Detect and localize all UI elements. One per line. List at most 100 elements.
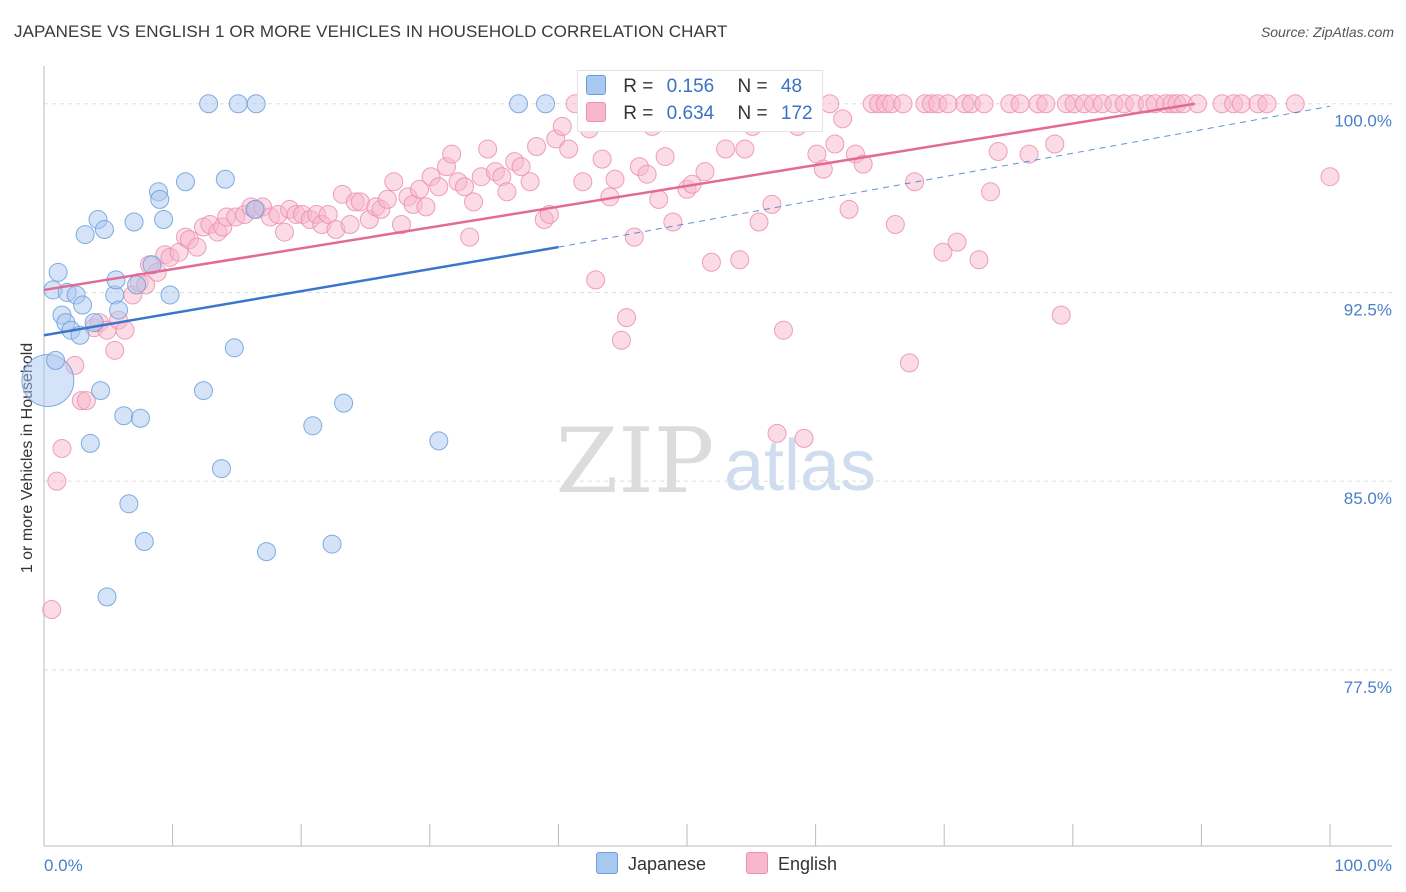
english-point [586, 270, 606, 290]
english-point [105, 340, 125, 360]
english-point [839, 199, 859, 219]
stats-row-english: R = 0.634 N = 172 [586, 102, 813, 128]
english-legend-swatch [746, 852, 768, 874]
english-point [1257, 94, 1277, 114]
english-point [552, 116, 572, 136]
english-point [340, 215, 360, 235]
english-point [573, 172, 593, 192]
english-point [637, 164, 657, 184]
japanese-point [429, 431, 449, 451]
japanese-point [160, 285, 180, 305]
legend-item-japanese[interactable]: Japanese [596, 852, 706, 876]
japanese-point [114, 406, 134, 426]
legend-label-english: English [778, 854, 838, 874]
english-point [701, 252, 721, 272]
english-point [527, 137, 547, 157]
japanese-point [97, 587, 117, 607]
english-point [762, 194, 782, 214]
english-point [1019, 144, 1039, 164]
japanese-point [193, 381, 213, 401]
n-value-english: 172 [780, 103, 813, 124]
legend-item-english[interactable]: English [746, 852, 837, 876]
japanese-point [246, 94, 266, 114]
japanese-point [142, 255, 162, 275]
english-point [605, 169, 625, 189]
english-point [899, 353, 919, 373]
y-tick-label: 77.5% [1344, 678, 1392, 697]
english-point [974, 94, 994, 114]
english-point [274, 222, 294, 242]
english-point [820, 94, 840, 114]
legend-label-japanese: Japanese [628, 854, 707, 874]
english-point [794, 428, 814, 448]
english-point [1285, 94, 1305, 114]
japanese-point [127, 275, 147, 295]
english-point [115, 320, 135, 340]
english-point [969, 250, 989, 270]
english-point [611, 330, 631, 350]
r-value-japanese: 0.156 [666, 76, 715, 97]
english-point [938, 94, 958, 114]
watermark-zip: ZIP [556, 409, 715, 514]
japanese-point [256, 542, 276, 562]
english-point [47, 471, 67, 491]
japanese-point [322, 534, 342, 554]
n-label: N = [737, 103, 768, 124]
english-point [410, 179, 430, 199]
x-tick-label: 0.0% [44, 856, 83, 875]
english-point [520, 172, 540, 192]
japanese-point [245, 199, 265, 219]
english-point [885, 215, 905, 235]
english-point [392, 215, 412, 235]
english-point [853, 154, 873, 174]
japanese-point [154, 209, 174, 229]
english-point [460, 227, 480, 247]
english-point [318, 204, 338, 224]
japanese-point [228, 94, 248, 114]
english-point [511, 157, 531, 177]
stats-row-japanese: R = 0.156 N = 48 [586, 75, 802, 101]
english-point [617, 308, 637, 328]
english-point [749, 212, 769, 232]
japanese-point [124, 212, 144, 232]
english-point [187, 237, 207, 257]
english-point [497, 182, 517, 202]
japanese-point [199, 94, 219, 114]
english-point [833, 109, 853, 129]
english-swatch [586, 102, 606, 122]
japanese-point [73, 295, 93, 315]
stats-box: R = 0.156 N = 48 R = 0.634 N = 172 [577, 70, 823, 132]
r-label: R = [623, 103, 654, 124]
y-tick-label: 100.0% [1334, 112, 1392, 131]
source-label: Source: ZipAtlas.com [1260, 24, 1394, 40]
english-point [1051, 305, 1071, 325]
english-point [767, 423, 787, 443]
japanese-point [130, 408, 150, 428]
japanese-point [75, 225, 95, 245]
japanese-point [46, 350, 66, 370]
english-point [716, 139, 736, 159]
english-point [1231, 94, 1251, 114]
chart-title: JAPANESE VS ENGLISH 1 OR MORE VEHICLES I… [14, 22, 728, 41]
english-point [980, 182, 1000, 202]
japanese-point [175, 172, 195, 192]
japanese-point [215, 169, 235, 189]
japanese-point [134, 532, 154, 552]
english-point [42, 599, 62, 619]
japanese-point [119, 494, 139, 514]
english-point [464, 192, 484, 212]
english-point [1010, 94, 1030, 114]
english-point [442, 144, 462, 164]
english-point [76, 391, 96, 411]
japanese-trend-extension [558, 105, 1331, 248]
japanese-point [48, 262, 68, 282]
japanese-point [303, 416, 323, 436]
english-point [592, 149, 612, 169]
english-point [478, 139, 498, 159]
r-label: R = [623, 76, 654, 97]
english-point [947, 232, 967, 252]
japanese-legend-swatch [596, 852, 618, 874]
english-point [825, 134, 845, 154]
japanese-point [536, 94, 556, 114]
